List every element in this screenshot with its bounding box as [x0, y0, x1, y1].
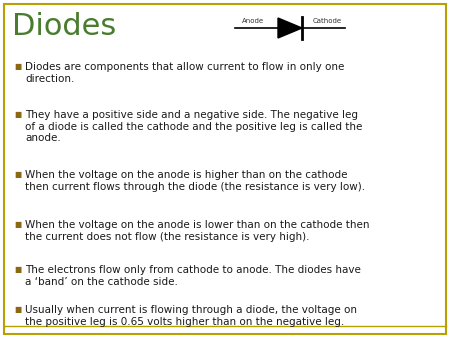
- Text: ■: ■: [14, 265, 21, 274]
- Text: When the voltage on the anode is lower than on the cathode then
the current does: When the voltage on the anode is lower t…: [25, 220, 369, 242]
- Text: ■: ■: [14, 110, 21, 119]
- Text: The electrons flow only from cathode to anode. The diodes have
a ‘band’ on the c: The electrons flow only from cathode to …: [25, 265, 361, 287]
- Text: Cathode: Cathode: [312, 18, 342, 24]
- Text: When the voltage on the anode is higher than on the cathode
then current flows t: When the voltage on the anode is higher …: [25, 170, 365, 192]
- Text: ■: ■: [14, 170, 21, 179]
- Text: Usually when current is flowing through a diode, the voltage on
the positive leg: Usually when current is flowing through …: [25, 305, 357, 327]
- Polygon shape: [278, 18, 302, 38]
- Text: ■: ■: [14, 220, 21, 229]
- Text: Diodes: Diodes: [12, 12, 116, 41]
- Text: ■: ■: [14, 62, 21, 71]
- Text: Anode: Anode: [242, 18, 264, 24]
- Text: ■: ■: [14, 305, 21, 314]
- Text: They have a positive side and a negative side. The negative leg
of a diode is ca: They have a positive side and a negative…: [25, 110, 362, 143]
- Text: Diodes are components that allow current to flow in only one
direction.: Diodes are components that allow current…: [25, 62, 344, 83]
